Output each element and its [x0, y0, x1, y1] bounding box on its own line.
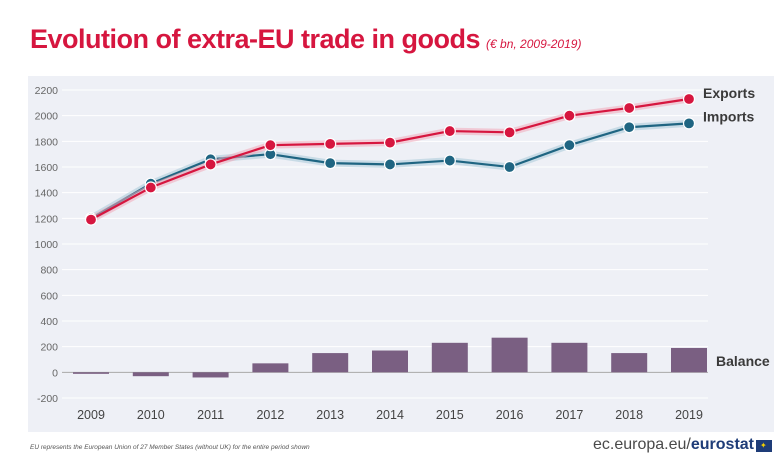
balance-bar [611, 353, 648, 373]
x-tick-label: 2019 [675, 408, 703, 422]
y-tick-label: 2200 [35, 85, 59, 97]
x-tick-label: 2012 [256, 408, 284, 422]
exports-point [144, 181, 157, 194]
x-tick-label: 2011 [197, 408, 224, 422]
y-tick-label: 1000 [35, 239, 59, 251]
footnote: EU represents the European Union of 27 M… [30, 444, 310, 451]
balance-bar [132, 372, 169, 377]
source-brand: eurostat [690, 436, 754, 453]
balance-bar [431, 342, 468, 373]
balance-bar [192, 372, 229, 378]
balance-bar [372, 350, 408, 373]
chart-subtitle: (€ bn, 2009-2019) [486, 37, 582, 51]
x-tick-label: 2017 [555, 408, 583, 422]
y-tick-label: 800 [40, 265, 58, 277]
balance-bar [312, 353, 349, 373]
exports-point [204, 158, 217, 171]
imports-point [324, 157, 337, 170]
balance-bar [491, 337, 528, 373]
imports-point [503, 160, 516, 174]
balance-series-label: Balance [716, 353, 770, 369]
source-credit: ec.europa.eu/eurostat [593, 436, 754, 454]
balance-bar [73, 372, 109, 374]
y-tick-label: 200 [40, 342, 58, 354]
x-tick-label: 2014 [376, 408, 404, 422]
x-tick-label: 2018 [615, 408, 643, 422]
imports-point [383, 158, 397, 171]
x-tick-label: 2009 [77, 408, 105, 422]
exports-point [503, 126, 516, 139]
balance-bar [671, 347, 707, 373]
exports-point [383, 136, 397, 149]
imports-point [623, 121, 636, 134]
y-tick-label: 1800 [35, 136, 59, 148]
balance-bar [551, 342, 588, 373]
y-tick-label: 2000 [35, 111, 59, 123]
y-tick-label: 600 [40, 290, 58, 302]
y-tick-label: 1400 [35, 188, 59, 200]
exports-point [563, 109, 576, 122]
imports-point [443, 154, 456, 167]
exports-point [84, 213, 98, 226]
balance-bar [252, 363, 289, 373]
chart-title: Evolution of extra-EU trade in goods [30, 24, 481, 54]
imports-series-label: Imports [703, 108, 755, 124]
y-tick-label: 1600 [35, 162, 59, 174]
exports-point [264, 139, 277, 152]
exports-series-label: Exports [703, 85, 755, 101]
exports-point [682, 92, 696, 106]
exports-point [623, 101, 636, 115]
y-tick-label: -200 [37, 393, 58, 405]
imports-point [682, 117, 696, 130]
x-tick-label: 2016 [496, 408, 524, 422]
exports-point [324, 137, 337, 150]
title-block: Evolution of extra-EU trade in goods (€ b… [30, 24, 581, 55]
imports-point [563, 139, 576, 152]
y-tick-label: 0 [52, 367, 58, 379]
x-tick-label: 2015 [436, 408, 464, 422]
x-tick-label: 2013 [316, 408, 344, 422]
source-prefix: ec.europa.eu/ [593, 436, 691, 453]
exports-point [443, 124, 456, 138]
y-tick-label: 1200 [35, 213, 59, 225]
x-tick-label: 2010 [137, 408, 165, 422]
y-tick-label: 400 [40, 316, 58, 328]
eu-flag-icon: ✦ [756, 440, 772, 452]
